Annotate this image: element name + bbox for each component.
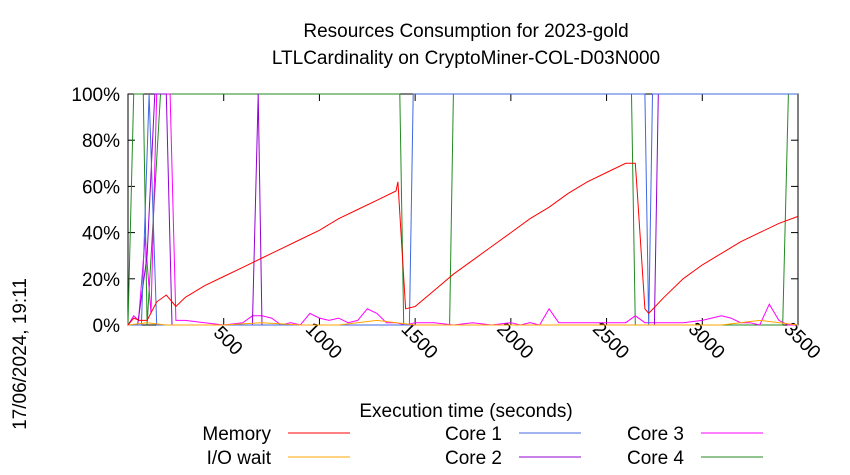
series-line-core-1 xyxy=(128,93,798,326)
legend-item-i-o-wait: I/O wait xyxy=(207,448,350,469)
legend-label: I/O wait xyxy=(207,448,272,469)
plot-area: 0%20%40%60%80%100% 500 1000 1500 2000 2500 30… xyxy=(71,85,824,363)
series-line-memory xyxy=(127,162,799,326)
series-lines xyxy=(127,93,799,326)
legend-label: Core 4 xyxy=(627,448,684,469)
legend-label: Core 3 xyxy=(627,424,684,445)
legend-item-core-4: Core 4 xyxy=(627,448,763,469)
series-line-core-3 xyxy=(127,93,798,326)
y-tick-label: 100% xyxy=(71,85,120,106)
x-tick-label: 500 xyxy=(209,322,246,359)
legend-label: Core 2 xyxy=(445,448,502,469)
legend-item-core-3: Core 3 xyxy=(627,424,763,445)
x-axis-label: Execution time (seconds) xyxy=(359,401,572,422)
series-line-core-4 xyxy=(127,93,798,326)
legend-item-memory: Memory xyxy=(202,424,350,445)
y-tick-label: 40% xyxy=(82,224,120,245)
chart-subtitle: LTLCardinality on CryptoMiner-COL-D03N00… xyxy=(272,48,660,69)
y-tick-label: 60% xyxy=(82,177,120,198)
y-tick-label: 80% xyxy=(82,131,120,152)
legend-label: Memory xyxy=(202,424,271,445)
chart-title: Resources Consumption for 2023-gold xyxy=(303,21,628,42)
legend-item-core-1: Core 1 xyxy=(445,424,581,445)
timestamp-label: 17/06/2024, 19:11 xyxy=(10,278,31,430)
legend-item-core-2: Core 2 xyxy=(445,448,581,469)
legend: Memory I/O wait Core 1 Core 2 Core 3 Core 4 xyxy=(202,424,763,469)
series-line-i-o-wait xyxy=(127,319,799,326)
y-tick-label: 20% xyxy=(82,270,120,291)
legend-label: Core 1 xyxy=(445,424,502,445)
plot-frame xyxy=(127,93,799,326)
y-tick-label: 0% xyxy=(93,316,121,337)
series-line-core-2 xyxy=(128,93,798,326)
y-axis: 0% 20% 40% 60% 80% 100% xyxy=(71,85,798,337)
